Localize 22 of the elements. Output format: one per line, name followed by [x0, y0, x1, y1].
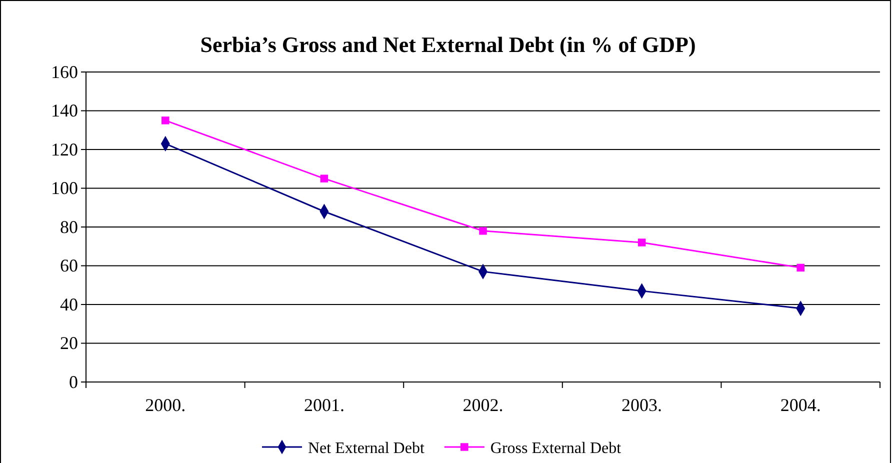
x-tick-label: 2003.: [622, 394, 662, 415]
chart-title: Serbia’s Gross and Net External Debt (in % of GDP): [200, 32, 696, 57]
x-tick-label: 2004.: [780, 394, 821, 415]
point: [796, 264, 804, 272]
y-tick-label: 0: [69, 372, 78, 392]
y-tick-label: 140: [51, 100, 78, 121]
point: [320, 174, 328, 182]
x-tick-label: 2000.: [145, 394, 186, 415]
legend-label: Net External Debt: [308, 440, 425, 457]
x-tick-label: 2001.: [304, 394, 344, 415]
y-tick-label: 160: [51, 62, 78, 82]
x-tick-label: 2002.: [462, 394, 504, 415]
y-tick-label: 40: [60, 294, 78, 314]
y-tick-label: 60: [60, 256, 78, 276]
y-tick-label: 20: [60, 333, 78, 354]
y-tick-label: 120: [51, 139, 78, 160]
point: [638, 238, 646, 246]
legend-label: Gross External Debt: [490, 440, 622, 457]
point: [162, 116, 170, 124]
y-tick-label: 100: [51, 178, 78, 198]
y-tick-label: 80: [60, 216, 78, 237]
point: [479, 227, 487, 235]
